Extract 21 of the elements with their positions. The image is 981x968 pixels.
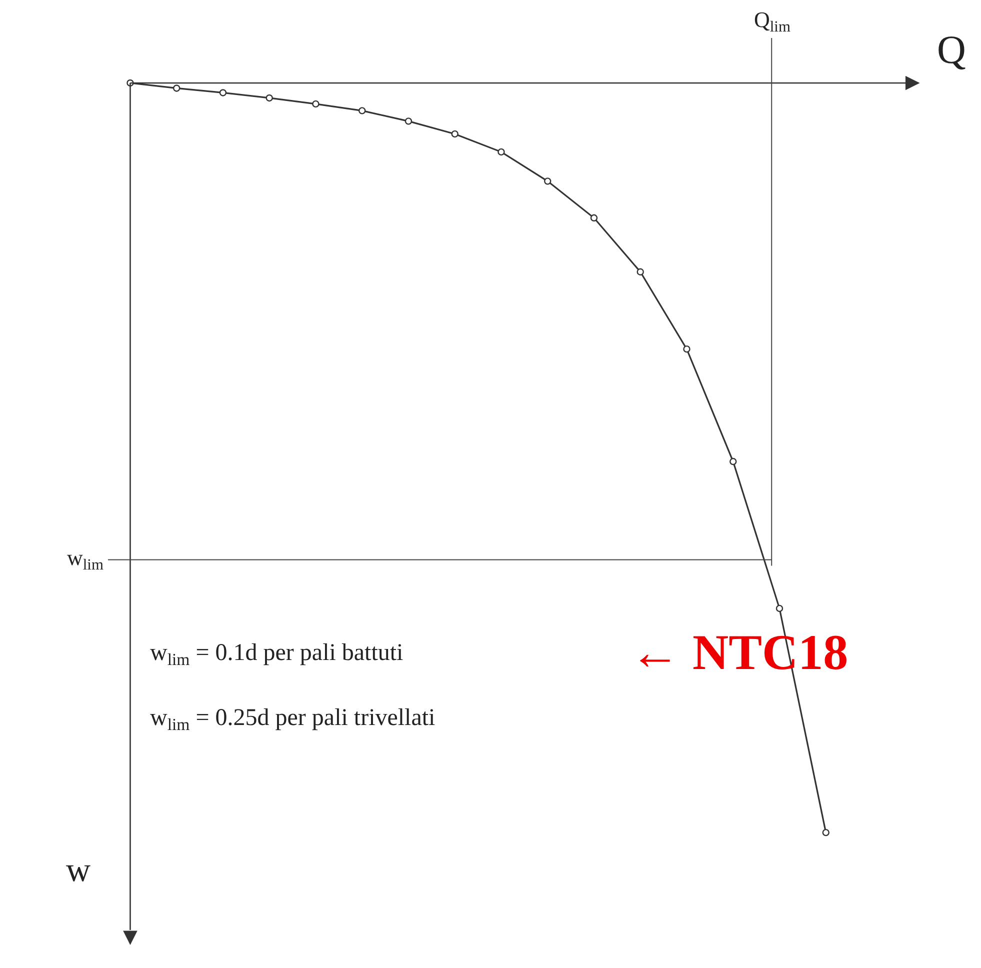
point: [822, 828, 830, 836]
point: [172, 84, 180, 92]
point: [683, 345, 690, 353]
point: [730, 458, 737, 466]
point: [219, 89, 227, 96]
point: [451, 130, 458, 138]
y-axis-title: w: [66, 852, 91, 889]
point: [544, 178, 552, 185]
point: [358, 107, 366, 114]
text: Q$_{lim}$: [754, 7, 790, 36]
point: [590, 214, 598, 222]
ref-line-label: w$_{lim}$: [67, 545, 104, 574]
point: [776, 604, 784, 612]
point: [266, 94, 273, 102]
x-axis-title: Q: [937, 27, 966, 72]
point: [404, 118, 412, 125]
annotation: w$_{lim}$ = 0.25d per pali trivellati: [150, 705, 436, 734]
point: [498, 148, 505, 156]
annotation: w$_{lim}$ = 0.1d per pali battuti: [150, 640, 404, 670]
point: [312, 100, 320, 108]
point: [636, 268, 644, 276]
